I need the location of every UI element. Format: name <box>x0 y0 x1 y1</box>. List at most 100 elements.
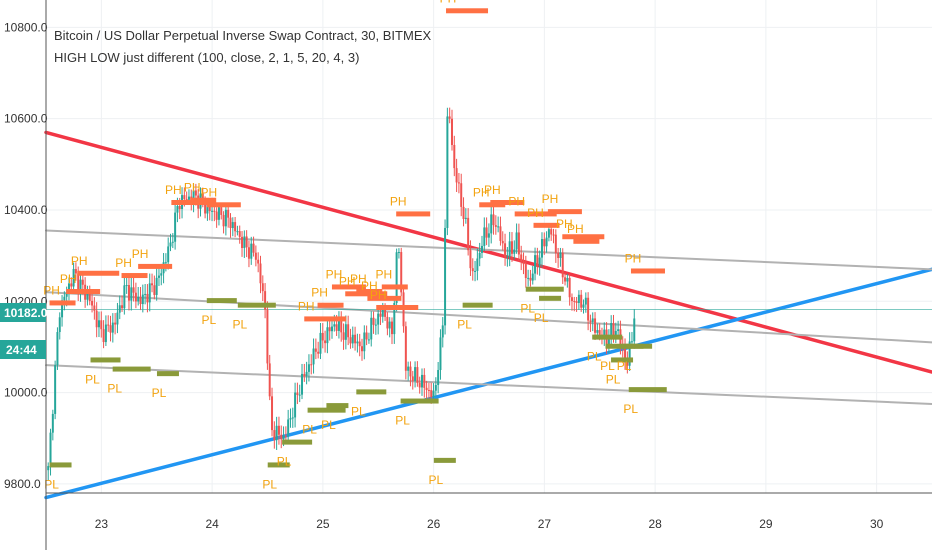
candle-body <box>160 273 163 276</box>
candle-body <box>591 318 594 322</box>
candle-body <box>425 387 428 390</box>
resistance-line <box>44 130 932 374</box>
candle-body <box>298 394 301 396</box>
pl-label: PL <box>152 386 167 400</box>
candle-body <box>409 366 412 377</box>
candle-body <box>79 279 82 292</box>
candle-body <box>139 297 142 305</box>
ph-marker <box>514 211 557 217</box>
candle-body <box>388 321 391 329</box>
candle-body <box>455 168 458 183</box>
candle-body <box>582 304 585 308</box>
pl-label: PL <box>428 473 443 487</box>
candle-body <box>384 308 387 317</box>
ph-marker <box>533 222 560 228</box>
candle-body <box>630 341 633 343</box>
candle-body <box>74 268 77 274</box>
candle-body <box>457 182 460 184</box>
candle-body <box>628 341 631 366</box>
candle-body <box>282 435 285 440</box>
pl-label: PL <box>606 372 621 386</box>
candle-body <box>522 261 525 265</box>
candle-body <box>280 434 283 440</box>
candle-body <box>351 334 354 344</box>
candle-body <box>317 351 320 354</box>
candle-body <box>109 325 112 333</box>
ph-label: PH <box>326 267 343 281</box>
y-tick-label: 10400.0 <box>4 203 48 217</box>
x-tick-label: 29 <box>759 517 773 531</box>
pl-label: PL <box>321 418 336 432</box>
last-price-value: 10182.0 <box>4 306 48 320</box>
candle-body <box>439 337 442 370</box>
ph-label: PH <box>60 272 77 286</box>
candle-body <box>77 273 80 292</box>
candle-body <box>577 294 580 303</box>
candle-body <box>575 301 578 303</box>
candle-body <box>536 255 539 266</box>
pl-marker <box>539 295 562 301</box>
candle-body <box>499 226 502 241</box>
candle-body <box>386 316 389 329</box>
pl-marker <box>156 371 179 377</box>
ph-marker <box>630 268 665 274</box>
candle-body <box>174 212 177 242</box>
candle-body <box>273 430 276 441</box>
ph-label: PH <box>542 192 559 206</box>
ph-label: PH <box>508 194 525 208</box>
x-tick-label: 28 <box>648 517 662 531</box>
candle-body <box>224 209 227 227</box>
candle-body <box>513 249 516 254</box>
candle-body <box>111 322 114 333</box>
indicator-label[interactable]: HIGH LOW just different (100, close, 2, … <box>54 50 359 65</box>
pl-marker <box>307 407 346 413</box>
ph-label: PH <box>311 286 328 300</box>
candle-body <box>72 268 75 287</box>
candle-body <box>169 242 172 247</box>
candle-body <box>125 285 128 287</box>
candle-body <box>127 285 130 301</box>
pl-marker <box>326 403 349 409</box>
ph-label: PH <box>43 283 60 297</box>
ph-label: PH <box>165 183 182 197</box>
candle-body <box>217 207 220 220</box>
candle-body <box>337 320 340 331</box>
candle-body <box>157 275 160 278</box>
candle-body <box>70 283 73 287</box>
candle-body <box>268 363 271 397</box>
candle-body <box>497 226 500 228</box>
pl-marker <box>206 298 237 304</box>
ph-marker <box>77 270 120 276</box>
pl-marker <box>90 357 121 363</box>
candle-body <box>626 360 629 366</box>
candle-body <box>587 297 590 321</box>
candle-body <box>236 231 239 233</box>
candle-body <box>171 241 174 243</box>
candle-body <box>573 300 576 302</box>
candle-body <box>102 329 105 343</box>
ph-marker <box>573 238 600 244</box>
candle-body <box>566 277 569 282</box>
pl-marker <box>462 302 493 308</box>
candle-body <box>614 330 617 338</box>
candle-body <box>275 425 278 441</box>
ph-marker <box>396 211 431 217</box>
candle-body <box>612 323 615 338</box>
pl-marker <box>112 366 151 372</box>
candle-body <box>303 373 306 377</box>
candle-body <box>540 239 543 258</box>
candle-body <box>58 317 61 333</box>
candle-body <box>400 252 403 293</box>
candle-body <box>194 190 197 196</box>
grid <box>46 0 932 493</box>
candle-body <box>492 214 495 226</box>
pl-label: PL <box>277 455 292 469</box>
candle-body <box>91 300 94 306</box>
ph-marker <box>490 200 525 206</box>
candle-body <box>211 210 214 212</box>
candle-body <box>187 196 190 200</box>
candle-body <box>183 195 186 200</box>
candle-body <box>504 243 507 257</box>
candle-body <box>580 294 583 308</box>
